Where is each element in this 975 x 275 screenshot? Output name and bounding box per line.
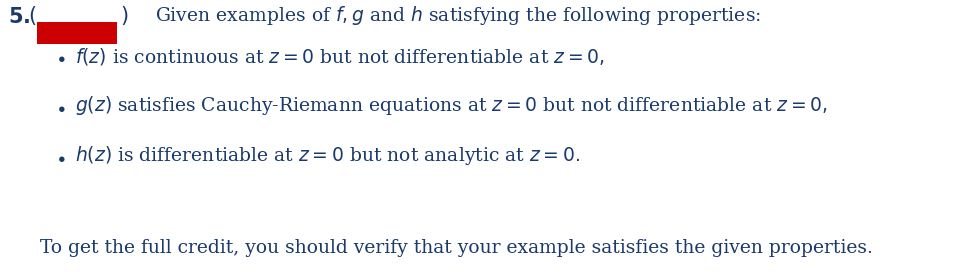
Text: $\bullet$: $\bullet$ [55, 49, 65, 67]
Text: To get the full credit, you should verify that your example satisfies the given : To get the full credit, you should verif… [40, 239, 873, 257]
Text: $h(z)$ is differentiable at $z = 0$ but not analytic at $z = 0.$: $h(z)$ is differentiable at $z = 0$ but … [75, 144, 580, 167]
Text: $\bullet$: $\bullet$ [55, 149, 65, 167]
Text: $f(z)$ is continuous at $z = 0$ but not differentiable at $z = 0,$: $f(z)$ is continuous at $z = 0$ but not … [75, 46, 605, 67]
Text: Given examples of $f, g$ and $h$ satisfying the following properties:: Given examples of $f, g$ and $h$ satisfy… [155, 4, 761, 27]
Text: $g(z)$ satisfies Cauchy-Riemann equations at $z = 0$ but not differentiable at $: $g(z)$ satisfies Cauchy-Riemann equation… [75, 94, 828, 117]
Text: $)$: $)$ [120, 4, 129, 27]
Text: $\mathbf{5.}$: $\mathbf{5.}$ [8, 7, 30, 27]
Text: $\bullet$: $\bullet$ [55, 99, 65, 117]
Text: $($: $($ [28, 4, 36, 27]
FancyBboxPatch shape [37, 22, 117, 44]
